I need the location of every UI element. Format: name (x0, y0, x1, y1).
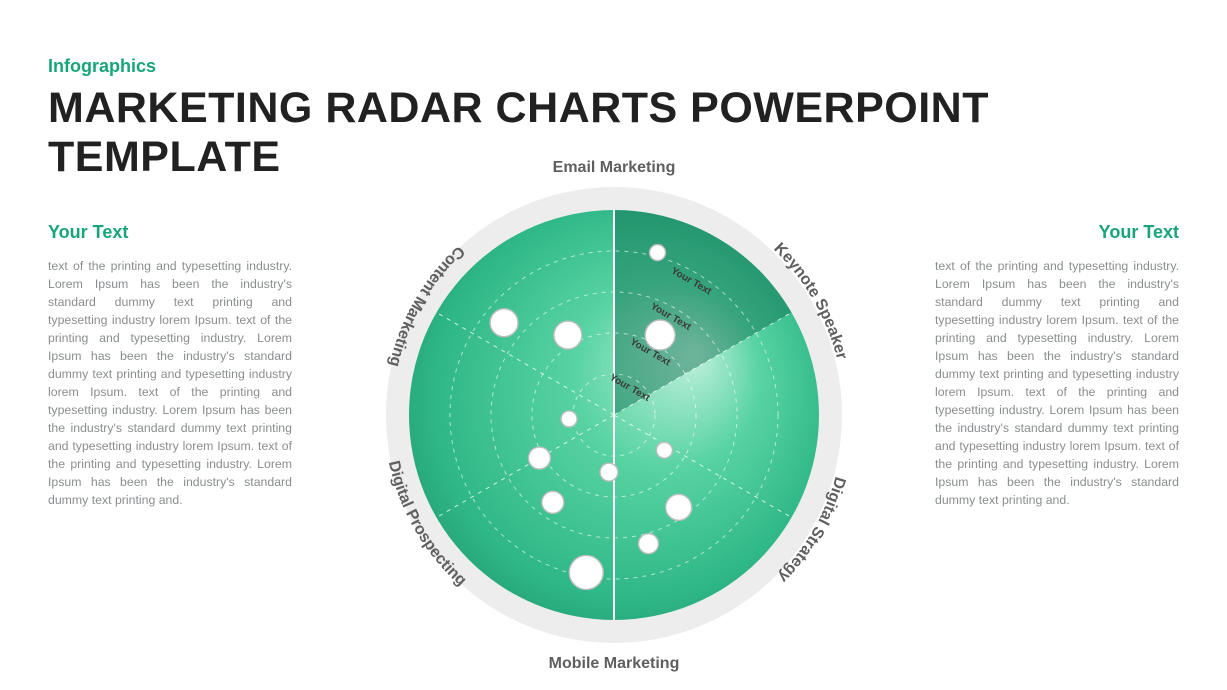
left-text-column: Your Text text of the printing and types… (48, 222, 292, 509)
radar-dot (650, 245, 666, 261)
radar-dot (666, 494, 692, 520)
radar-dot (600, 463, 618, 481)
radar-dot (561, 411, 577, 427)
page-root: Infographics MARKETING RADAR CHARTS POWE… (0, 0, 1227, 690)
radar-svg: Your TextYour TextYour TextYour TextEmai… (335, 150, 893, 680)
radar-dot (656, 442, 672, 458)
left-text-body: text of the printing and typesetting ind… (48, 257, 292, 509)
radar-dot (554, 321, 582, 349)
radar-dot (638, 534, 658, 554)
axis-label: Email Marketing (553, 159, 676, 176)
radar-chart: Your TextYour TextYour TextYour TextEmai… (335, 150, 893, 680)
left-text-heading: Your Text (48, 222, 292, 243)
right-text-body: text of the printing and typesetting ind… (935, 257, 1179, 509)
radar-dot (528, 447, 550, 469)
category-label: Infographics (48, 56, 156, 77)
radar-dot (490, 309, 518, 337)
right-text-heading: Your Text (935, 222, 1179, 243)
radar-dot (569, 555, 603, 589)
right-text-column: Your Text text of the printing and types… (935, 222, 1179, 509)
axis-label: Mobile Marketing (549, 655, 680, 672)
radar-dot (645, 320, 675, 350)
radar-dot (542, 491, 564, 513)
